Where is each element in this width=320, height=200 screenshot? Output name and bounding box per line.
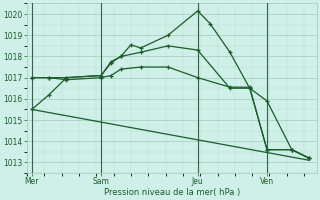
X-axis label: Pression niveau de la mer( hPa ): Pression niveau de la mer( hPa ) [104, 188, 240, 197]
